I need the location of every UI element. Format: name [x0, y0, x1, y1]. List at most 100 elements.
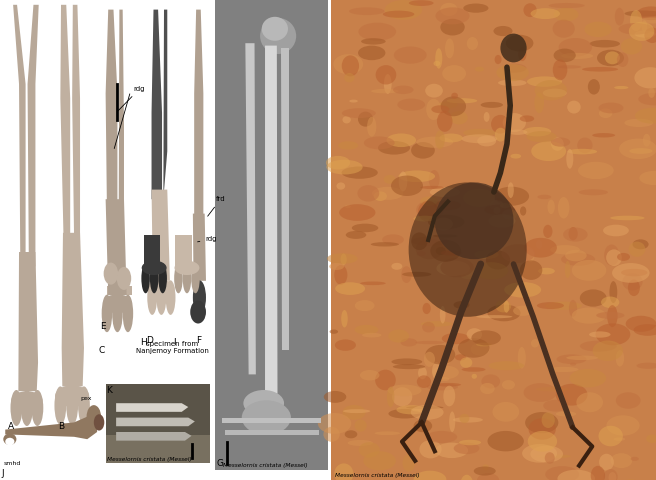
Ellipse shape: [21, 390, 33, 426]
Ellipse shape: [462, 134, 497, 143]
Ellipse shape: [648, 88, 655, 98]
Ellipse shape: [558, 470, 595, 480]
Ellipse shape: [343, 409, 370, 413]
Ellipse shape: [567, 149, 597, 155]
Ellipse shape: [358, 185, 379, 202]
Ellipse shape: [123, 295, 133, 332]
Ellipse shape: [174, 261, 199, 275]
Ellipse shape: [623, 273, 643, 290]
Ellipse shape: [141, 264, 150, 293]
Ellipse shape: [563, 228, 588, 241]
Text: H: H: [140, 338, 147, 348]
Ellipse shape: [150, 264, 159, 293]
Ellipse shape: [612, 263, 649, 283]
Ellipse shape: [582, 67, 618, 72]
Ellipse shape: [3, 433, 16, 445]
Ellipse shape: [436, 7, 470, 24]
Ellipse shape: [190, 300, 206, 324]
Ellipse shape: [577, 392, 603, 412]
Ellipse shape: [435, 383, 461, 386]
Ellipse shape: [502, 380, 515, 389]
Ellipse shape: [417, 200, 444, 220]
Ellipse shape: [614, 86, 628, 89]
Ellipse shape: [543, 89, 567, 97]
Ellipse shape: [459, 414, 470, 423]
Polygon shape: [116, 432, 192, 441]
Ellipse shape: [384, 175, 396, 184]
Ellipse shape: [632, 240, 649, 249]
Ellipse shape: [628, 241, 646, 257]
Ellipse shape: [646, 434, 656, 443]
Ellipse shape: [520, 260, 543, 280]
Text: smhd: smhd: [3, 461, 20, 466]
Ellipse shape: [565, 250, 586, 261]
Ellipse shape: [510, 154, 521, 158]
Ellipse shape: [634, 324, 656, 336]
Ellipse shape: [335, 339, 356, 351]
Ellipse shape: [596, 324, 630, 345]
Ellipse shape: [592, 340, 623, 361]
Ellipse shape: [416, 239, 443, 259]
Ellipse shape: [342, 55, 359, 76]
Ellipse shape: [426, 384, 458, 390]
Ellipse shape: [508, 182, 514, 198]
Ellipse shape: [401, 266, 412, 283]
Ellipse shape: [530, 445, 563, 462]
Ellipse shape: [643, 134, 651, 146]
Ellipse shape: [569, 300, 577, 317]
Ellipse shape: [630, 10, 642, 31]
Ellipse shape: [158, 264, 167, 293]
Ellipse shape: [447, 98, 477, 103]
Polygon shape: [106, 199, 127, 295]
Bar: [107, 286, 132, 295]
Ellipse shape: [117, 267, 131, 290]
Ellipse shape: [463, 129, 496, 137]
Ellipse shape: [489, 361, 524, 370]
Ellipse shape: [402, 272, 431, 277]
Ellipse shape: [640, 171, 656, 185]
Ellipse shape: [433, 234, 458, 238]
Ellipse shape: [434, 217, 453, 230]
Ellipse shape: [375, 370, 396, 390]
Ellipse shape: [527, 250, 534, 262]
Ellipse shape: [531, 339, 539, 348]
Ellipse shape: [55, 385, 89, 407]
Ellipse shape: [318, 413, 351, 434]
Ellipse shape: [592, 133, 615, 137]
Ellipse shape: [613, 437, 625, 441]
Ellipse shape: [371, 89, 399, 93]
Text: J: J: [2, 469, 5, 478]
Ellipse shape: [584, 22, 612, 37]
Ellipse shape: [440, 306, 445, 324]
Ellipse shape: [566, 356, 598, 360]
Ellipse shape: [436, 261, 470, 276]
Ellipse shape: [607, 305, 617, 327]
Polygon shape: [28, 5, 39, 266]
Ellipse shape: [567, 101, 581, 114]
Ellipse shape: [551, 137, 564, 151]
Ellipse shape: [566, 149, 573, 169]
Ellipse shape: [192, 264, 200, 293]
Ellipse shape: [518, 347, 526, 369]
Ellipse shape: [460, 269, 477, 279]
Ellipse shape: [572, 260, 606, 281]
Ellipse shape: [398, 170, 435, 182]
Ellipse shape: [425, 84, 443, 97]
Ellipse shape: [422, 303, 431, 314]
Ellipse shape: [577, 138, 592, 153]
Ellipse shape: [461, 475, 473, 480]
Ellipse shape: [409, 182, 527, 317]
Polygon shape: [106, 10, 117, 209]
Ellipse shape: [430, 240, 461, 262]
Ellipse shape: [453, 417, 483, 422]
Text: rdg: rdg: [197, 236, 217, 242]
Ellipse shape: [354, 420, 367, 432]
Ellipse shape: [522, 444, 557, 463]
Ellipse shape: [378, 141, 410, 155]
Ellipse shape: [432, 362, 441, 380]
Ellipse shape: [518, 48, 527, 61]
Ellipse shape: [542, 412, 555, 428]
Ellipse shape: [599, 108, 612, 118]
Ellipse shape: [606, 249, 622, 266]
Ellipse shape: [548, 200, 555, 214]
